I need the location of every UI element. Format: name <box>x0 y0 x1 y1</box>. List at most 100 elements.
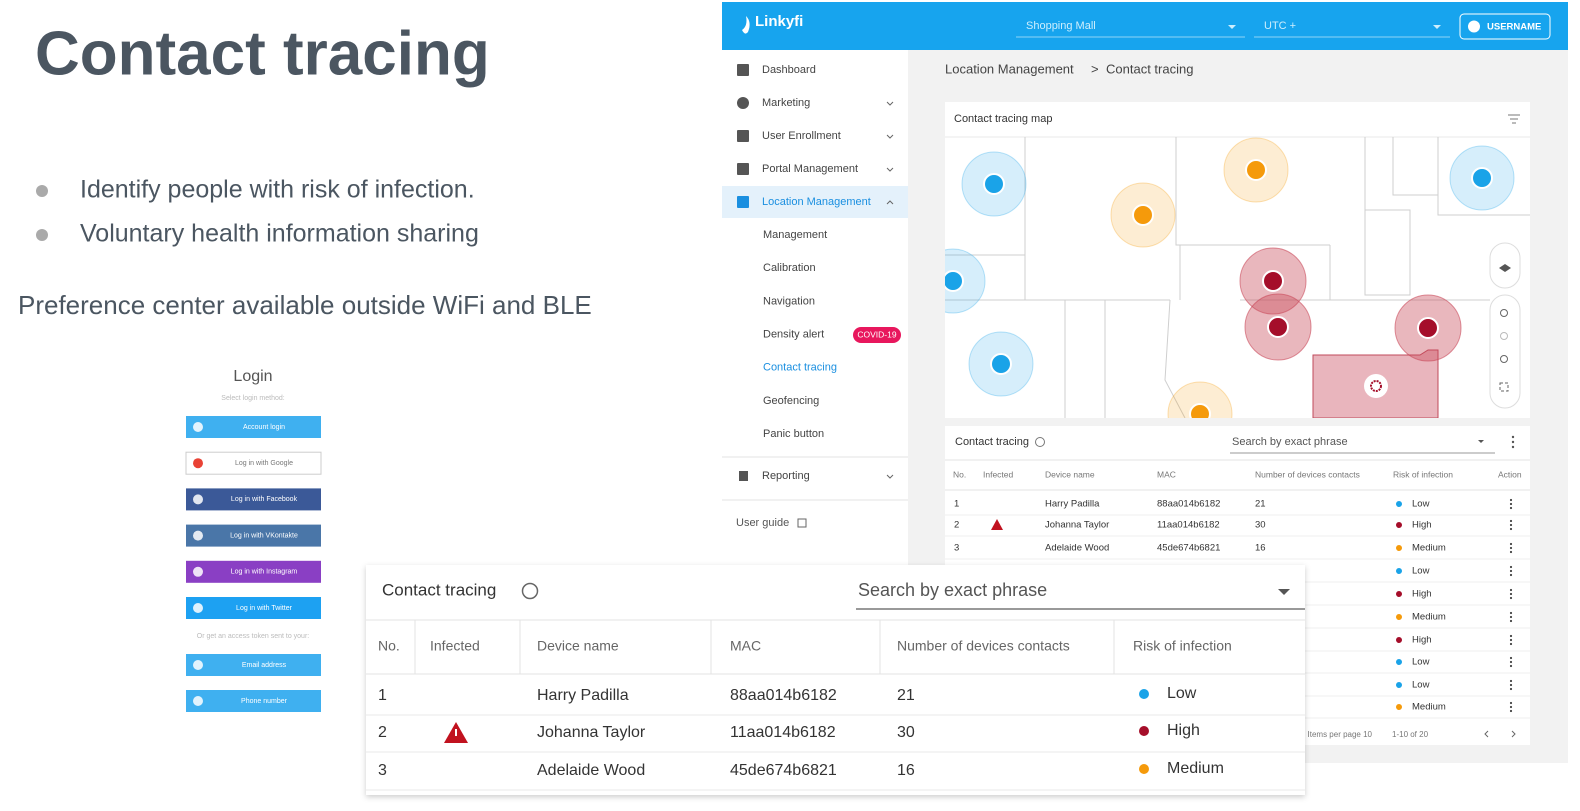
row-action[interactable] <box>1509 701 1513 705</box>
items-per-page: Items per page 10 <box>1308 730 1373 739</box>
zoom-control[interactable] <box>1489 294 1521 409</box>
risk-dot <box>1396 591 1402 597</box>
submenu-item[interactable]: Management <box>763 229 827 241</box>
menu-item[interactable]: User Enrollment <box>762 130 841 142</box>
slide-title: Contact tracing <box>35 19 490 88</box>
row-action[interactable] <box>1509 506 1513 510</box>
breadcrumb[interactable]: Location Management <box>945 61 1074 76</box>
risk-dot <box>1139 726 1149 736</box>
help-icon[interactable] <box>521 582 539 600</box>
external-icon <box>797 518 807 528</box>
kebab[interactable] <box>1511 435 1515 449</box>
menu-item[interactable]: Location Management <box>762 196 871 208</box>
menu-item[interactable]: Marketing <box>762 97 810 109</box>
login-button[interactable] <box>186 416 321 438</box>
row-action[interactable] <box>1509 709 1513 713</box>
row-action[interactable] <box>1509 642 1513 646</box>
row-action[interactable] <box>1509 656 1513 660</box>
venue-select[interactable]: Shopping Mall <box>1026 20 1096 32</box>
row-action[interactable] <box>1509 687 1513 691</box>
login-button[interactable] <box>186 690 321 712</box>
login-divider: Or get an access token sent to your: <box>197 633 310 640</box>
row-action[interactable] <box>1509 683 1513 687</box>
user-icon <box>1468 20 1480 33</box>
row-action[interactable] <box>1509 705 1513 709</box>
menu-item[interactable]: Reporting <box>762 470 810 482</box>
login-button[interactable] <box>186 597 321 619</box>
row-action[interactable] <box>1509 527 1513 531</box>
caret <box>1433 25 1441 29</box>
cell: 16 <box>897 762 915 779</box>
row-action[interactable] <box>1509 615 1513 619</box>
row-action[interactable] <box>1509 664 1513 668</box>
login-button-label: Log in with Instagram <box>231 569 298 576</box>
menu-icon <box>737 64 749 76</box>
row-action[interactable] <box>1509 596 1513 600</box>
row-action[interactable] <box>1509 588 1513 592</box>
login-button[interactable] <box>186 488 321 511</box>
pager-arrows[interactable] <box>1484 730 1516 738</box>
user-button[interactable] <box>1459 13 1551 40</box>
risk-dot <box>1396 568 1402 574</box>
row-action[interactable] <box>1509 502 1513 506</box>
user-guide[interactable]: User guide <box>736 517 789 529</box>
row-action[interactable] <box>1509 565 1513 569</box>
row-action[interactable] <box>1509 550 1513 554</box>
menu-item[interactable]: Dashboard <box>762 64 816 76</box>
timezone-select[interactable]: UTC + <box>1264 20 1296 32</box>
column-header: MAC <box>730 638 761 654</box>
row-action[interactable] <box>1509 638 1513 642</box>
row-action[interactable] <box>1509 542 1513 546</box>
cell: 3 <box>378 762 387 779</box>
map-walls <box>945 137 1530 418</box>
device-dot <box>1417 317 1439 339</box>
zoom-fit[interactable] <box>1500 355 1508 363</box>
login-button[interactable] <box>186 654 321 676</box>
row-action[interactable] <box>1509 634 1513 638</box>
submenu-item[interactable]: Density alert <box>763 329 824 341</box>
login-button[interactable] <box>186 524 321 547</box>
menu-item[interactable]: Portal Management <box>762 163 858 175</box>
login-button[interactable] <box>185 451 322 475</box>
row-action[interactable] <box>1509 611 1513 615</box>
cell: Harry Padilla <box>537 687 629 704</box>
row-action[interactable] <box>1509 519 1513 523</box>
cell: 30 <box>1255 520 1266 531</box>
row-action[interactable] <box>1509 546 1513 550</box>
chevron <box>886 167 894 172</box>
risk-label: Medium <box>1412 612 1446 623</box>
cell: 21 <box>897 687 915 704</box>
help-icon[interactable] <box>1035 437 1045 447</box>
search-input[interactable]: Search by exact phrase <box>858 580 1047 600</box>
row-action[interactable] <box>1509 619 1513 623</box>
zoom-out[interactable] <box>1500 332 1508 340</box>
bullet-dots <box>36 185 48 241</box>
risk-dot <box>1396 637 1402 643</box>
row-action[interactable] <box>1509 569 1513 573</box>
column-header: Infected <box>430 638 480 654</box>
submenu-item[interactable]: Calibration <box>763 262 816 274</box>
login-button-label: Log in with VKontakte <box>230 532 298 539</box>
device-dot <box>1262 270 1284 292</box>
row-action[interactable] <box>1509 498 1513 502</box>
fullscreen[interactable] <box>1499 382 1509 392</box>
contacts <box>945 137 1515 418</box>
zoom-in[interactable] <box>1500 309 1508 317</box>
submenu-item[interactable]: Panic button <box>763 428 824 440</box>
login-button[interactable] <box>186 560 321 583</box>
search-input[interactable]: Search by exact phrase <box>1232 436 1348 448</box>
row-action[interactable] <box>1509 660 1513 664</box>
row-action[interactable] <box>1509 679 1513 683</box>
row-action[interactable] <box>1509 523 1513 527</box>
submenu-item[interactable]: Contact tracing <box>763 362 837 374</box>
submenu-item[interactable]: Navigation <box>763 295 815 307</box>
cell: 21 <box>1255 499 1266 510</box>
login-button-label: Email address <box>242 662 287 669</box>
row-action[interactable] <box>1509 573 1513 577</box>
zoom-table-card <box>366 565 1305 795</box>
submenu-item[interactable]: Geofencing <box>763 395 819 407</box>
risk-label: Medium <box>1167 760 1224 777</box>
cell: Adelaide Wood <box>537 762 645 779</box>
row-action[interactable] <box>1509 592 1513 596</box>
menu-icon <box>739 471 748 481</box>
